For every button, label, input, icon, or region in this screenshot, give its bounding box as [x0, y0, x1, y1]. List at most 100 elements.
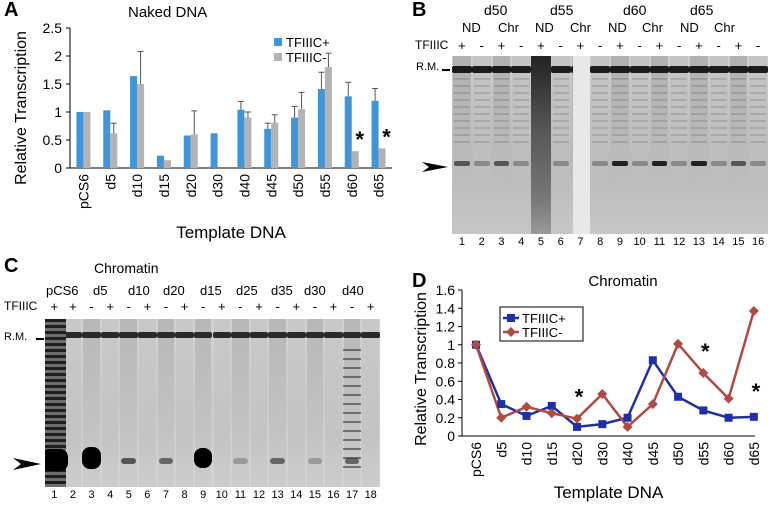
- bar-tfiiic-d30: [210, 133, 218, 168]
- bar-tfiiic-d60: [351, 151, 359, 168]
- template-label-d20: d20: [163, 283, 185, 298]
- rm-band: [175, 332, 194, 338]
- legend-swatch: [274, 38, 282, 46]
- tfiiic-sign: -: [275, 299, 280, 314]
- rm-band: [212, 332, 232, 338]
- x-tick-label: d40: [236, 174, 252, 198]
- transcript-band: [307, 458, 323, 464]
- y-axis-label: Relative Transcription: [413, 292, 430, 446]
- tfiiic-sign: -: [312, 299, 318, 314]
- transcript-band: [493, 161, 510, 166]
- rm-band: [471, 66, 492, 73]
- bar-tfiiic-d45: [264, 128, 272, 168]
- rm-band: [305, 332, 325, 338]
- pcs6-band: [45, 449, 68, 471]
- gel-smear: [710, 78, 727, 148]
- series-line-TFIIIC: [474, 310, 756, 429]
- point-tfiiic-minus: [597, 389, 608, 400]
- tfiiic-sign: +: [106, 299, 114, 314]
- gel-panel-c: Chromatin pCS6 d5 d10 d20 d15 d25 d35 d30 d40 TF…: [0, 255, 400, 505]
- bar-tfiiic-d50: [291, 117, 299, 168]
- rm-band: [249, 332, 269, 338]
- strong-band-d15: [193, 448, 213, 468]
- panel-label-c: C: [4, 255, 19, 277]
- tfiiic-sign: -: [676, 38, 682, 53]
- rm-band: [63, 332, 83, 338]
- gel-lane: [139, 319, 156, 487]
- gel-lane: [453, 56, 471, 234]
- dark-lane: [531, 56, 551, 234]
- x-tick-label: d10: [519, 442, 535, 466]
- point-tfiiic-minus: [572, 413, 583, 424]
- gel-smear: [493, 78, 510, 148]
- arrowhead-icon: [422, 162, 448, 172]
- legend-marker: [506, 327, 516, 337]
- tfiiic-sign: -: [518, 38, 524, 53]
- empty-lane: [572, 56, 591, 234]
- x-tick-label: d60: [344, 174, 360, 198]
- transcript-band: [750, 161, 766, 166]
- legend-swatch: [274, 53, 282, 61]
- transcript-band: [121, 458, 137, 464]
- gel-lane: [472, 56, 491, 234]
- lane-number: 8: [181, 489, 188, 501]
- asterisk-d65: *: [752, 379, 761, 404]
- group-label-d65: d65: [690, 2, 714, 18]
- lane-number: 15: [732, 236, 745, 248]
- tfiiic-sign: +: [366, 299, 375, 314]
- legend-box: [499, 306, 584, 342]
- rm-band: [286, 332, 306, 338]
- x-tick-label: d20: [569, 442, 585, 466]
- plus-minus-row-c: + + - + - + - + - + - + - + - + - +: [0, 299, 400, 315]
- asterisk-d60: *: [355, 127, 364, 152]
- point-tfiiic-plus: [598, 420, 607, 429]
- bar-tfiiic-pCS6: [83, 112, 91, 168]
- panel-label-b: B: [412, 0, 427, 21]
- strong-band: [82, 447, 101, 469]
- y-tick-label: 1.4: [436, 300, 456, 316]
- x-tick-label: d45: [263, 174, 279, 198]
- asterisk-d65: *: [382, 124, 391, 149]
- lane-number: 9: [616, 236, 623, 248]
- lane-number: 2: [478, 236, 485, 248]
- lane-number: 2: [69, 489, 76, 501]
- gel-lane: [213, 319, 231, 487]
- tfiiic-sign: +: [143, 299, 152, 314]
- gel-smear: [671, 78, 687, 148]
- tfiiic-sign: +: [255, 299, 263, 314]
- lane-number: 10: [633, 236, 646, 248]
- tfiiic-sign: +: [616, 38, 624, 53]
- template-label-d25: d25: [236, 283, 258, 298]
- rm-band: [342, 332, 362, 338]
- d40-ladder: [342, 349, 362, 469]
- gel-lane: [306, 319, 324, 487]
- gel-smear: [473, 78, 490, 148]
- legend-label: TFIIIC-: [286, 50, 326, 65]
- gel-lane: [83, 319, 100, 487]
- transcript-band: [631, 161, 648, 166]
- tfiiic-sign: -: [201, 299, 206, 314]
- transcript-band: [651, 161, 668, 166]
- rm-band: [82, 332, 101, 338]
- lane-number: 8: [597, 236, 604, 248]
- point-tfiiic-plus: [699, 406, 708, 415]
- tfiiic-sign: +: [329, 299, 338, 314]
- rm-band: [669, 66, 689, 73]
- gel-lane: [194, 319, 212, 487]
- point-tfiiic-minus: [723, 393, 734, 404]
- rm-band: [728, 66, 749, 73]
- gel-lane: [287, 319, 305, 487]
- x-tick-label: d65: [371, 174, 387, 198]
- group-label-d50: d50: [484, 2, 508, 18]
- x-tick-label: d15: [156, 174, 172, 198]
- legend-label: TFIIIC+: [286, 35, 330, 50]
- tfiiic-sign: +: [576, 38, 585, 53]
- rm-band: [708, 66, 729, 73]
- transcript-band: [710, 161, 727, 166]
- bar-tfiiic-d40: [237, 109, 245, 168]
- gel-smear: [691, 78, 707, 148]
- lane-number: 4: [107, 489, 114, 501]
- plus-minus-row: + - + - + - + - + - + - + - + -: [410, 38, 768, 54]
- gel-smear: [612, 78, 628, 148]
- lane-number: 16: [327, 489, 340, 501]
